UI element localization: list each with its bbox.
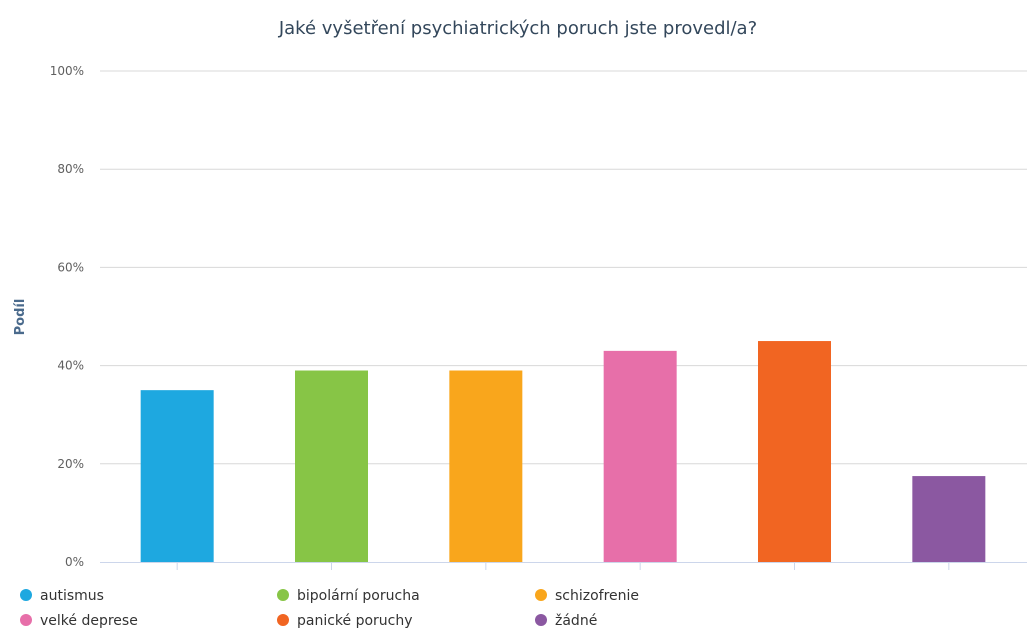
y-tick-label: 80%	[57, 162, 84, 176]
x-axis	[100, 562, 1027, 570]
bars	[140, 341, 986, 562]
legend-label: bipolární porucha	[297, 588, 420, 604]
gridlines	[100, 70, 1027, 465]
legend-label: velké deprese	[40, 613, 138, 629]
bar	[912, 476, 986, 562]
legend-marker	[20, 614, 32, 626]
y-tick-label: 40%	[57, 359, 84, 373]
legend-marker	[535, 614, 547, 626]
legend-label: žádné	[555, 613, 597, 629]
legend-item: žádné	[535, 613, 597, 629]
bar	[140, 390, 214, 562]
y-tick-label: 100%	[50, 64, 84, 78]
bar	[603, 350, 677, 562]
legend-item: schizofrenie	[535, 588, 639, 604]
legend-marker	[277, 614, 289, 626]
y-tick-label: 20%	[57, 457, 84, 471]
legend-label: panické poruchy	[297, 613, 413, 629]
legend: autismus bipolární porucha schizofrenie vel…	[20, 588, 639, 629]
y-tick-label: 0%	[65, 555, 84, 569]
y-axis-label: Podíl	[13, 299, 28, 336]
bar	[449, 370, 523, 562]
legend-label: schizofrenie	[555, 588, 639, 604]
chart-title: Jaké vyšetření psychiatrických poruch js…	[278, 18, 757, 39]
legend-marker	[277, 589, 289, 601]
y-tick-label: 60%	[57, 260, 84, 274]
legend-label: autismus	[40, 588, 104, 604]
y-axis-ticks: 0% 20% 40% 60% 80% 100%	[50, 64, 84, 569]
legend-item: bipolární porucha	[277, 588, 420, 604]
legend-item: autismus	[20, 588, 104, 604]
legend-item: velké deprese	[20, 613, 138, 629]
bar	[758, 341, 831, 562]
legend-marker	[20, 589, 32, 601]
legend-item: panické poruchy	[277, 613, 413, 629]
legend-marker	[535, 589, 547, 601]
bar	[295, 370, 368, 562]
